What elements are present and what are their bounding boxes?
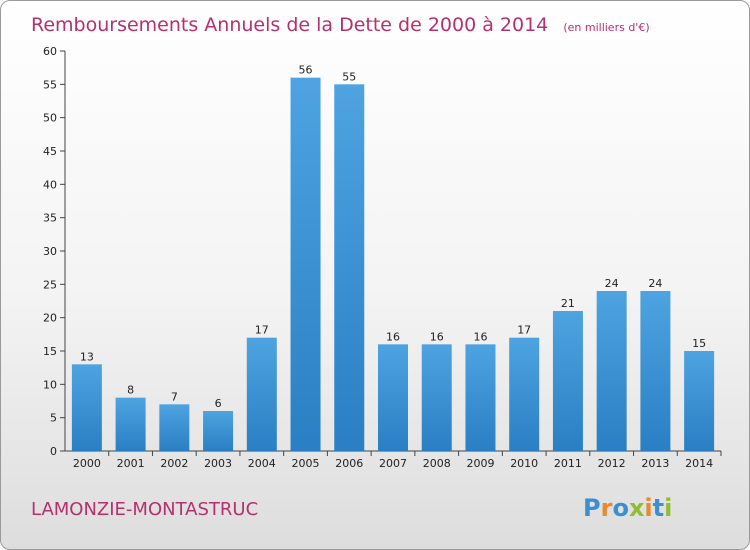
chart-title-unit: (en milliers d'€) [563, 21, 649, 34]
logo-letter: x [629, 494, 645, 522]
logo-letter: P [583, 494, 601, 522]
logo-letter: t [653, 494, 664, 522]
y-tick-label-10: 10 [43, 378, 57, 391]
x-tick-label-2003: 2003 [204, 457, 232, 470]
x-tick-label-2004: 2004 [248, 457, 276, 470]
bar-2003 [203, 411, 234, 451]
y-tick-label-45: 45 [43, 145, 57, 158]
x-axis: 2000 2001 2002 2003 2004 2005 2006 2007 2008 2009… [65, 450, 722, 470]
x-tick-label-2006: 2006 [335, 457, 363, 470]
bars: 13 8 7 6 17 56 55 16 16 16 17 21 24 24 15 [71, 64, 715, 452]
chart-title: Remboursements Annuels de la Dette de 20… [31, 14, 650, 36]
bar-2009 [465, 344, 496, 451]
x-tick-label-2013: 2013 [641, 457, 669, 470]
x-tick-label-2008: 2008 [423, 457, 451, 470]
bar-2001 [115, 397, 146, 451]
bar-2002 [159, 404, 190, 451]
chart-title-main: Remboursements Annuels de la Dette de 20… [31, 14, 548, 36]
data-label-2004: 17 [255, 324, 269, 337]
logo-letter: i [664, 494, 672, 522]
x-tick-label-2010: 2010 [510, 457, 538, 470]
data-label-2010: 17 [517, 324, 531, 337]
data-label-2007: 16 [386, 330, 400, 343]
data-label-2000: 13 [80, 350, 94, 363]
commune-name: LAMONZIE-MONTASTRUC [31, 499, 258, 520]
y-tick-label-40: 40 [43, 178, 57, 191]
bar-2012 [596, 291, 627, 451]
bar-2004 [246, 337, 277, 451]
logo-letter: i [644, 494, 652, 522]
y-tick-label-0: 0 [50, 445, 57, 458]
x-tick-label-2009: 2009 [466, 457, 494, 470]
logo-letter: r [601, 494, 613, 522]
bar-2000 [71, 364, 102, 451]
bar-2013 [640, 291, 671, 451]
x-tick-label-2001: 2001 [117, 457, 145, 470]
y-tick-label-50: 50 [43, 112, 57, 125]
bar-2011 [552, 311, 583, 451]
bar-2014 [684, 351, 715, 451]
data-label-2001: 8 [127, 384, 134, 397]
bar-2005 [290, 77, 321, 452]
data-label-2002: 7 [171, 390, 178, 403]
y-tick-label-15: 15 [43, 345, 57, 358]
x-tick-label-2002: 2002 [160, 457, 188, 470]
x-tick-label-2012: 2012 [598, 457, 626, 470]
bar-2010 [509, 337, 540, 451]
data-label-2008: 16 [430, 330, 444, 343]
x-tick-label-2007: 2007 [379, 457, 407, 470]
y-tick-label-25: 25 [43, 278, 57, 291]
data-label-2003: 6 [215, 397, 222, 410]
data-label-2012: 24 [605, 277, 619, 290]
bar-2006 [334, 84, 365, 451]
x-tick-label-2000: 2000 [73, 457, 101, 470]
bar-2007 [378, 344, 408, 451]
data-label-2006: 55 [342, 70, 356, 83]
data-label-2011: 21 [561, 297, 575, 310]
proxiti-logo: Proxiti [583, 494, 672, 522]
y-tick-label-20: 20 [43, 312, 57, 325]
y-tick-label-60: 60 [43, 45, 57, 58]
data-label-2005: 56 [299, 64, 313, 77]
data-label-2013: 24 [648, 277, 662, 290]
x-tick-label-2014: 2014 [685, 457, 713, 470]
data-label-2014: 15 [692, 337, 706, 350]
logo-letter: o [612, 494, 629, 522]
bar-2008 [421, 344, 452, 451]
y-axis: 0 5 10 15 20 25 30 35 40 45 50 55 60 [43, 45, 66, 458]
y-tick-label-5: 5 [50, 412, 57, 425]
y-tick-label-55: 55 [43, 78, 57, 91]
y-tick-label-35: 35 [43, 212, 57, 225]
x-tick-label-2005: 2005 [292, 457, 320, 470]
x-tick-label-2011: 2011 [554, 457, 582, 470]
data-label-2009: 16 [473, 330, 487, 343]
y-tick-label-30: 30 [43, 245, 57, 258]
